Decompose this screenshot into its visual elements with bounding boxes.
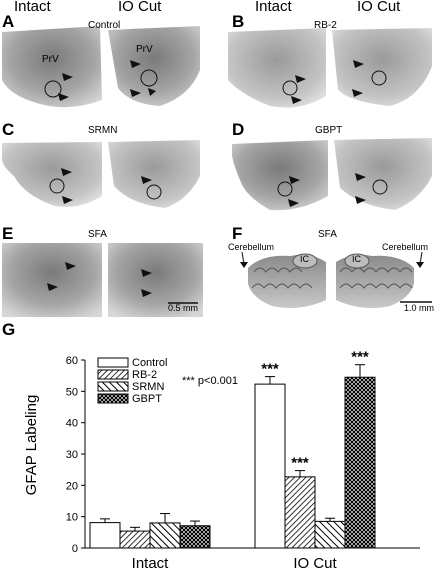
panel-f-ic-right: IC [352, 254, 361, 264]
panel-f-cerebellum-left: Cerebellum [228, 242, 275, 252]
panel-f-right-micrograph [336, 251, 432, 308]
legend-label-control: Control [132, 357, 167, 369]
panel-d-condition: GBPT [315, 125, 343, 136]
gfap-bar-chart: GFAP Labeling 0 10 20 30 40 50 60 Intact IO Cut… [23, 349, 420, 571]
x-category-label: Intact [132, 555, 170, 571]
bar-control-io-cut [254, 383, 286, 549]
y-tick-label: 20 [66, 480, 78, 492]
bar-gbpt-io-cut [344, 376, 376, 549]
panel-d-right-micrograph [334, 138, 432, 210]
y-tick-label: 10 [66, 512, 78, 524]
x-category-label: IO Cut [293, 555, 337, 571]
panel-d-left-micrograph [232, 140, 328, 211]
panel-a-condition: Control [88, 20, 121, 31]
bar-rb-2-io-cut [284, 476, 316, 549]
panel-letter-a: A [2, 12, 15, 31]
legend-swatch-control [97, 357, 129, 368]
panel-b-condition: RB-2 [314, 20, 337, 31]
panel-e-left-micrograph [2, 243, 102, 317]
y-tick-label: 50 [66, 386, 78, 398]
bar-srmn-intact [149, 522, 181, 549]
panel-e-condition: SFA [88, 229, 107, 240]
panel-a-prv-label-left: PrV [42, 54, 59, 65]
significance-mark: *** [291, 455, 309, 472]
panel-letter-f: F [232, 224, 243, 243]
y-axis-label: GFAP Labeling [23, 395, 40, 496]
panel-a-prv-label-right: PrV [136, 44, 153, 55]
panel-a-right-micrograph [108, 26, 200, 106]
significance-annotation: *** p<0.001 [182, 375, 238, 387]
panel-letter-e: E [2, 224, 14, 243]
panel-letter-g: G [2, 320, 16, 339]
panel-f-left-micrograph [240, 251, 326, 308]
panel-b-right-micrograph [332, 28, 432, 106]
legend-label-rb-2: RB-2 [132, 369, 157, 381]
panel-letter-d: D [232, 120, 245, 139]
bar-srmn-io-cut [314, 520, 346, 549]
panel-a-left-micrograph [2, 26, 102, 108]
panel-f-scale-label: 1.0 mm [404, 303, 435, 313]
panel-b-left-micrograph [228, 28, 326, 108]
y-tick-label: 40 [66, 418, 78, 430]
legend-label-gbpt: GBPT [132, 393, 162, 405]
panel-f-condition: SFA [318, 229, 337, 240]
header-left-intact: Intact [14, 0, 51, 15]
y-tick-label: 60 [66, 355, 78, 367]
header-right-iocut: IO Cut [357, 0, 401, 15]
significance-mark: *** [261, 361, 279, 378]
legend-label-srmn: SRMN [132, 381, 164, 393]
panel-c-left-micrograph [2, 142, 102, 207]
header-right-intact: Intact [255, 0, 292, 15]
panel-c-condition: SRMN [88, 125, 118, 136]
header-left-iocut: IO Cut [118, 0, 162, 15]
panel-f-cerebellum-right: Cerebellum [382, 242, 429, 252]
y-tick-label: 30 [66, 449, 78, 461]
y-tick-label: 0 [72, 543, 78, 555]
micrograph-grid [2, 26, 432, 317]
panel-e-scale-label: 0.5 mm [168, 303, 199, 313]
panel-c-right-micrograph [108, 140, 200, 208]
panel-letter-b: B [232, 12, 245, 31]
bar-gbpt-intact [179, 525, 211, 549]
bar-control-intact [89, 522, 121, 549]
significance-mark: *** [351, 349, 369, 366]
bar-rb-2-intact [119, 530, 151, 549]
panel-f-ic-left: IC [300, 254, 309, 264]
legend-swatch-rb-2 [97, 369, 129, 380]
legend-swatch-gbpt [97, 393, 129, 404]
panel-e-right-micrograph [108, 243, 203, 317]
legend-swatch-srmn [97, 381, 129, 392]
panel-letter-c: C [2, 120, 15, 139]
